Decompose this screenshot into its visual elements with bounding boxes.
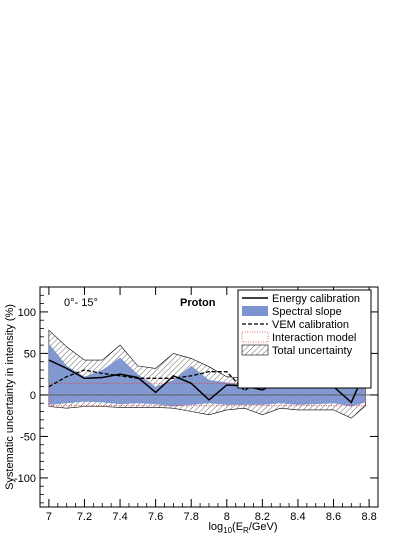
x-tick-label: 8.6 [326, 511, 341, 523]
zenith-annotation: 0°- 15° [64, 297, 98, 309]
vem-calibration-line [48, 365, 366, 392]
y-axis: 100 50 0 -50 -100 [14, 286, 378, 504]
legend-label: VEM calibration [272, 319, 349, 331]
vem-calibration-series [48, 365, 366, 392]
x-axis: 7 7.2 7.4 7.6 7.8 8 8.2 8.4 8.6 8.8 [39, 287, 379, 523]
legend-swatch-slope [242, 306, 268, 316]
y-tick-label: 50 [24, 348, 36, 360]
legend-label: Spectral slope [272, 306, 342, 318]
legend-label: Interaction model [272, 332, 356, 344]
y-axis-title: Systematic uncertainty in intensity (%) [4, 304, 16, 490]
x-tick-label: 7.4 [112, 511, 127, 523]
x-tick-label: 8.2 [255, 511, 270, 523]
legend-swatch-interaction [241, 331, 269, 343]
x-tick-label: 7 [46, 511, 52, 523]
legend-label: Energy calibration [272, 293, 360, 305]
x-tick-label: 8.4 [290, 511, 305, 523]
interaction-model-band [48, 382, 366, 407]
legend-swatch-total [241, 344, 269, 356]
spectral-slope-band [48, 343, 366, 407]
x-tick-label: 8 [224, 511, 230, 523]
legend-label: Total uncertainty [272, 345, 353, 357]
y-tick-label: 0 [30, 390, 36, 402]
particle-annotation: Proton [180, 297, 216, 309]
y-tick-label: -50 [20, 431, 36, 443]
spectral-slope-area [48, 343, 366, 407]
interaction-model-outline [48, 382, 366, 407]
x-tick-label: 7.2 [77, 511, 92, 523]
y-tick-label: 100 [18, 307, 36, 319]
x-tick-label: 7.8 [184, 511, 199, 523]
x-tick-label: 8.8 [361, 511, 376, 523]
x-tick-label: 7.6 [148, 511, 163, 523]
x-axis-title: log10(ER/GeV) [208, 521, 277, 535]
y-tick-label: -100 [14, 473, 36, 485]
